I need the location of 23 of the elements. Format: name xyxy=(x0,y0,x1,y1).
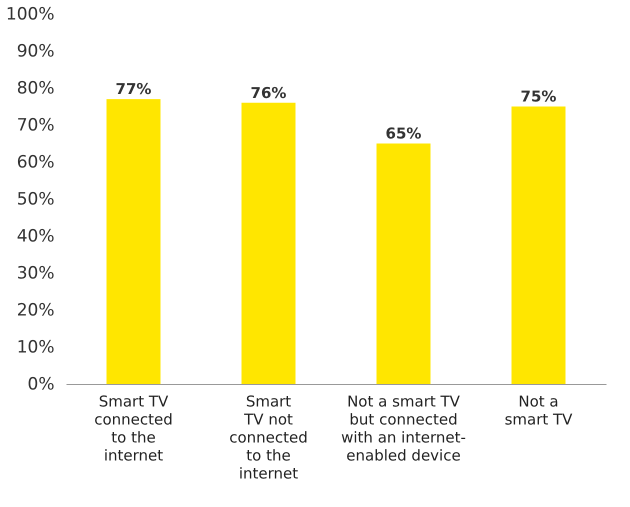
bar xyxy=(242,102,296,384)
y-tick-label: 80% xyxy=(16,78,54,98)
y-tick-label: 40% xyxy=(16,226,54,246)
x-tick-label: Not a smart TV xyxy=(504,392,574,428)
bar xyxy=(512,106,566,384)
data-label: 76% xyxy=(250,84,286,102)
y-tick-label: 30% xyxy=(16,264,54,284)
data-label: 75% xyxy=(520,88,556,106)
bar xyxy=(376,144,430,384)
bar xyxy=(106,99,160,384)
x-tick-label: Not a smart TV but connected with an internet- enabled device xyxy=(341,392,466,464)
data-label: 77% xyxy=(116,80,152,98)
y-tick-label: 90% xyxy=(16,42,54,62)
y-tick-label: 0% xyxy=(28,374,54,394)
y-tick-label: 70% xyxy=(16,116,54,136)
y-tick-label: 60% xyxy=(16,152,54,172)
y-tick-label: 50% xyxy=(16,190,54,210)
y-tick-label: 10% xyxy=(16,338,54,358)
x-tick-label: Smart TV not connected to the internet xyxy=(229,392,308,482)
y-tick-label: 20% xyxy=(16,300,54,320)
x-tick-label: Smart TV connected to the internet xyxy=(94,392,173,464)
data-label: 65% xyxy=(386,124,422,142)
y-tick-label: 100% xyxy=(6,4,54,24)
